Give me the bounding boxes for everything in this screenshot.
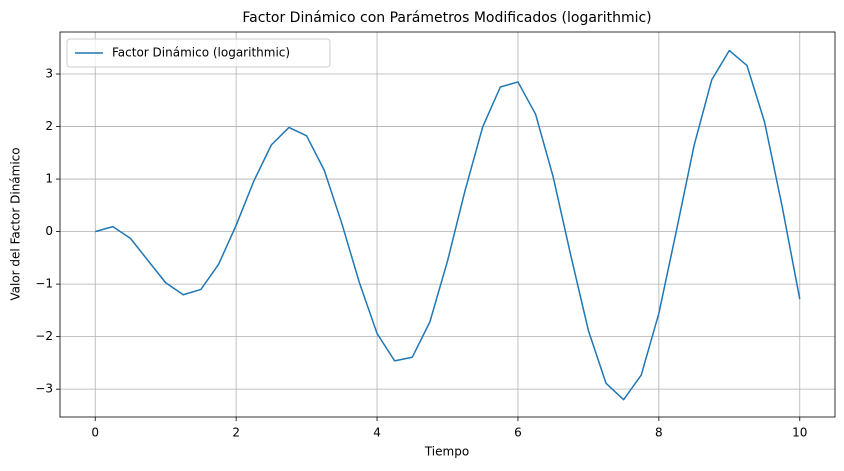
y-tick-label: 3 [45, 67, 53, 81]
y-tick-label: −3 [35, 382, 53, 396]
x-tick-label: 0 [91, 426, 99, 440]
legend-label: Factor Dinámico (logarithmic) [112, 46, 290, 60]
chart-title: Factor Dinámico con Parámetros Modificad… [242, 10, 651, 26]
y-tick-label: 0 [45, 224, 53, 238]
y-tick-label: −1 [35, 277, 53, 291]
x-axis-label: Tiempo [424, 445, 469, 459]
y-tick-label: −2 [35, 329, 53, 343]
data-line [95, 49, 801, 401]
x-tick-label: 8 [655, 426, 663, 440]
x-tick-label: 6 [514, 426, 522, 440]
axes-frame [59, 31, 836, 418]
x-tick-label: 2 [232, 426, 240, 440]
y-tick-label: 1 [45, 172, 53, 186]
y-axis-label: Valor del Factor Dinámico [9, 147, 23, 300]
x-tick-label: 10 [792, 426, 807, 440]
x-tick-label: 4 [373, 426, 381, 440]
y-tick-label: 2 [45, 119, 53, 133]
legend-box [66, 38, 331, 68]
